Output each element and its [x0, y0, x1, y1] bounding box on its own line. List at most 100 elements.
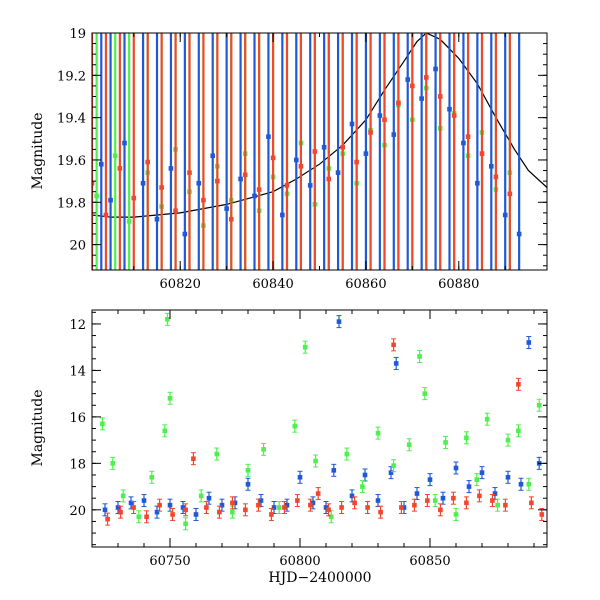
top-red-point-2 [117, 33, 123, 270]
bottom-red-point-14 [281, 501, 287, 514]
bottom-blue-point-26 [414, 487, 420, 501]
bottom-blue-point-8 [206, 491, 212, 505]
bottom-red-point-31 [489, 494, 495, 508]
bottom-red-point-3 [144, 510, 150, 524]
top-blue-point-4 [154, 33, 160, 270]
top-red-point-22 [396, 33, 401, 270]
bottom-red-point-33 [515, 377, 521, 391]
top-x-tick-label-2: 60860 [345, 277, 386, 292]
top-red-point-30 [507, 33, 513, 270]
bottom-blue-point-29 [453, 461, 459, 475]
bottom-green-point-24 [417, 349, 423, 363]
top-red-point-26 [451, 33, 457, 270]
top-blue-point-12 [266, 33, 271, 270]
top-red-point-15 [298, 33, 304, 270]
bottom-blue-point-31 [479, 466, 485, 480]
bottom-panel: 60750 60800 60850 12 14 16 18 20 Magnitude HJD−… [30, 309, 548, 586]
bottom-red-point-26 [424, 494, 430, 508]
bottom-green-point-17 [313, 454, 319, 468]
bottom-green-point-29 [463, 431, 469, 445]
top-green-point-2 [126, 33, 132, 270]
bottom-plot-area [99, 312, 545, 531]
bottom-red-point-0 [105, 512, 111, 526]
bottom-green-point-8 [183, 517, 189, 531]
bottom-green-point-16 [302, 340, 308, 354]
top-blue-point-27 [475, 33, 480, 270]
bottom-y-tick-label-0: 12 [69, 318, 86, 333]
bottom-blue-point-4 [154, 505, 160, 519]
bottom-green-point-18 [328, 510, 334, 524]
top-red-point-24 [423, 33, 429, 270]
bottom-blue-point-22 [375, 494, 381, 508]
bottom-red-point-23 [391, 338, 397, 352]
top-blue-point-23 [419, 33, 424, 270]
bottom-green-point-35 [526, 477, 532, 491]
top-blue-point-30 [516, 33, 522, 270]
top-blue-point-18 [349, 33, 355, 270]
bottom-red-point-8 [203, 501, 209, 514]
bottom-red-point-21 [365, 501, 371, 514]
bottom-green-point-33 [505, 433, 511, 447]
bottom-blue-point-5 [167, 498, 173, 512]
bottom-red-point-35 [539, 507, 545, 521]
bottom-green-point-1 [110, 456, 116, 470]
bottom-green-point-0 [99, 417, 105, 431]
bottom-green-point-9 [198, 489, 204, 503]
top-red-point-10 [228, 33, 234, 270]
bottom-green-point-22 [391, 459, 397, 473]
bottom-red-point-19 [339, 501, 345, 514]
bottom-red-point-24 [398, 501, 404, 514]
bottom-blue-point-21 [362, 468, 368, 482]
bottom-green-point-19 [344, 447, 350, 461]
bottom-red-point-20 [352, 496, 358, 510]
bottom-x-tick-label-1: 60800 [279, 554, 320, 569]
top-red-point-12 [256, 33, 262, 270]
top-y-tick-label-5: 20 [69, 239, 86, 254]
bottom-red-point-7 [190, 452, 196, 466]
bottom-blue-point-33 [505, 470, 511, 484]
bottom-red-point-32 [502, 498, 508, 512]
bottom-green-point-32 [495, 498, 501, 512]
top-blue-point-14 [293, 33, 299, 270]
top-blue-point-16 [321, 33, 327, 270]
bottom-blue-point-11 [245, 477, 251, 491]
top-blue-point-0 [98, 33, 104, 270]
bottom-red-point-2 [131, 501, 137, 514]
bottom-green-point-28 [453, 507, 459, 521]
top-plot-area [92, 33, 547, 270]
bottom-red-point-18 [326, 503, 332, 517]
bottom-red-point-9 [216, 505, 222, 519]
bottom-blue-point-20 [349, 489, 355, 503]
top-green-point-0 [94, 33, 99, 270]
bottom-blue-point-32 [492, 487, 498, 501]
top-blue-point-7 [196, 33, 202, 270]
bottom-blue-point-0 [102, 503, 108, 517]
bottom-blue-point-18 [331, 463, 337, 477]
bottom-green-point-3 [136, 510, 142, 524]
bottom-red-point-13 [268, 507, 274, 521]
top-red-point-19 [354, 33, 359, 270]
top-y-tick-label-4: 19.8 [57, 196, 86, 211]
top-red-point-11 [242, 33, 248, 270]
bottom-x-axis-label: HJD−2400000 [268, 570, 371, 586]
bottom-green-point-31 [484, 412, 490, 426]
top-blue-point-19 [363, 33, 369, 270]
top-red-point-8 [201, 33, 206, 270]
bottom-red-point-6 [183, 503, 189, 517]
bottom-blue-point-17 [323, 501, 329, 514]
top-red-point-20 [368, 33, 373, 270]
top-red-point-21 [382, 33, 387, 270]
bottom-green-point-6 [164, 312, 170, 326]
top-red-point-28 [479, 33, 485, 270]
bottom-green-point-5 [162, 424, 168, 438]
top-y-tick-label-0: 19 [69, 27, 86, 42]
top-red-point-23 [410, 33, 415, 270]
top-blue-point-11 [252, 33, 257, 270]
top-red-point-3 [131, 33, 137, 270]
bottom-red-point-10 [229, 496, 235, 510]
top-blue-point-9 [224, 33, 229, 270]
top-blue-point-10 [238, 33, 243, 270]
top-y-axis-label: Magnitude [30, 112, 46, 189]
bottom-green-point-15 [292, 419, 298, 433]
bottom-green-point-14 [276, 501, 282, 514]
